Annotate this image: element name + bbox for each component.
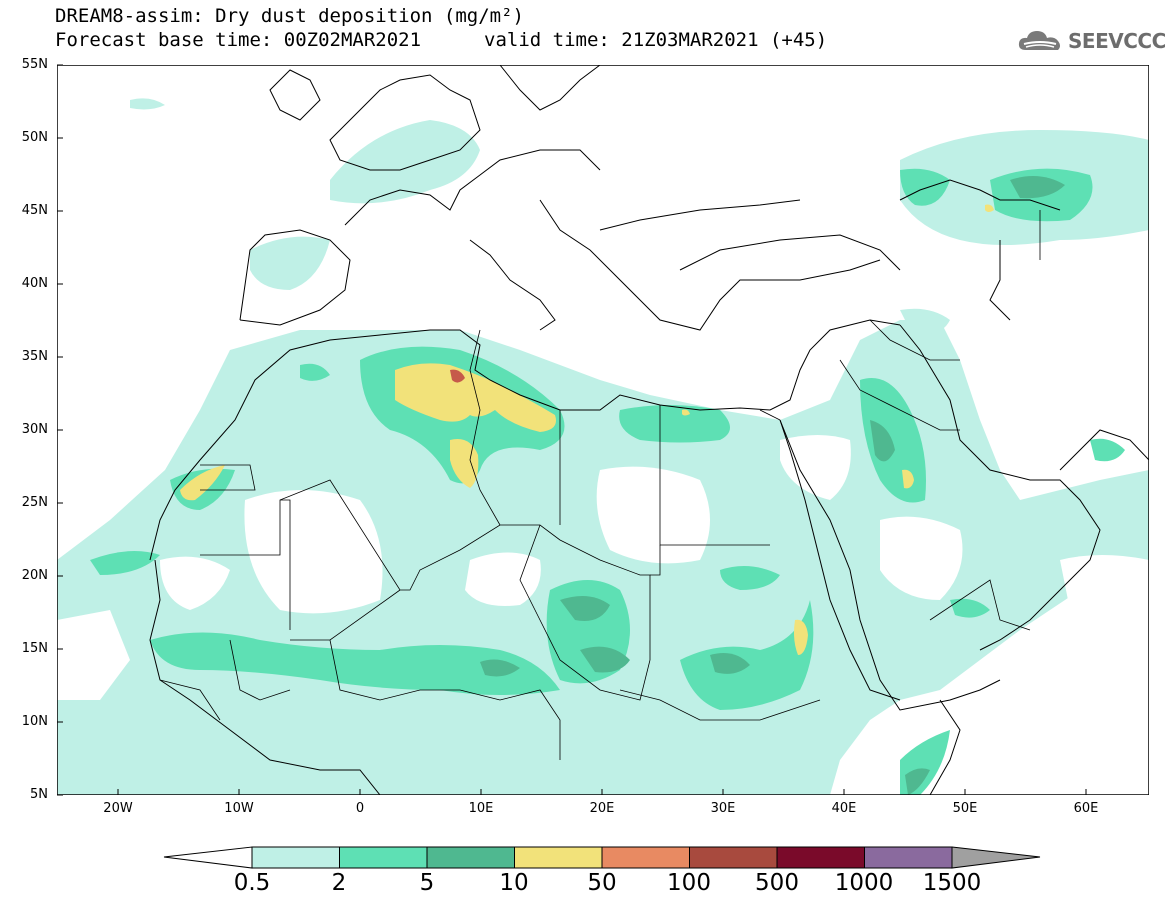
- dust-level-yellow: [180, 204, 994, 655]
- lon-label-10e: 10E: [468, 801, 494, 816]
- legend-label-50: 50: [587, 870, 617, 896]
- lon-label-0: 0: [355, 801, 365, 816]
- colorbar-box: [426, 846, 515, 869]
- colorbar-low-arrow: [163, 846, 253, 869]
- lat-label-40n: 40N: [21, 276, 48, 291]
- lat-label-10n: 10N: [21, 714, 48, 729]
- lat-label-15n: 15N: [21, 641, 48, 656]
- valid-time: valid time: 21Z03MAR2021 (+45): [484, 29, 828, 51]
- lon-label-60e: 60E: [1073, 801, 1099, 816]
- lat-label-5n: 5N: [30, 787, 48, 802]
- legend-label-0-5: 0.5: [233, 870, 271, 896]
- lon-label-20w: 20W: [103, 801, 133, 816]
- colorbar-box: [514, 846, 603, 869]
- forecast-base-time: Forecast base time: 00Z02MAR2021: [55, 29, 422, 51]
- legend-label-100: 100: [667, 870, 711, 896]
- colorbar-box: [864, 846, 953, 869]
- legend-label-5: 5: [419, 870, 435, 896]
- colorbar-box: [251, 846, 340, 869]
- lon-label-40e: 40E: [831, 801, 857, 816]
- dust-level-red: [450, 369, 465, 383]
- legend-label-10: 10: [499, 870, 529, 896]
- colorbar-box: [689, 846, 778, 869]
- colorbar-box: [339, 846, 428, 869]
- legend-label-1000: 1000: [834, 870, 894, 896]
- lat-label-35n: 35N: [21, 349, 48, 364]
- lat-label-30n: 30N: [21, 422, 48, 437]
- colorbar-high-arrow: [951, 846, 1041, 869]
- colorbar-box: [776, 846, 865, 869]
- lon-label-10w: 10W: [224, 801, 254, 816]
- colorbar-box: [601, 846, 690, 869]
- lon-label-50e: 50E: [952, 801, 978, 816]
- cloud-icon: [1018, 31, 1060, 50]
- lon-label-30e: 30E: [710, 801, 736, 816]
- logo-text: SEEVCCC: [1068, 29, 1165, 53]
- map-area: [57, 65, 1149, 795]
- axis-ticks: [57, 64, 1087, 796]
- lat-label-50n: 50N: [21, 130, 48, 145]
- legend-label-1500: 1500: [922, 870, 982, 896]
- map-title: DREAM8-assim: Dry dust deposition (mg/m²…: [55, 5, 524, 27]
- lat-label-25n: 25N: [21, 495, 48, 510]
- borders: [159, 210, 1041, 760]
- dust-level-dark: [480, 176, 1065, 795]
- lat-label-20n: 20N: [21, 568, 48, 583]
- seevccc-logo: SEEVCCC: [1016, 28, 1165, 54]
- dust-free-areas: [57, 435, 1149, 700]
- lat-label-55n: 55N: [21, 57, 48, 72]
- legend-label-2: 2: [331, 870, 347, 896]
- colorbar: [163, 846, 1041, 869]
- legend-label-500: 500: [755, 870, 799, 896]
- coastlines: [149, 65, 1149, 795]
- lon-label-20e: 20E: [589, 801, 615, 816]
- lat-label-45n: 45N: [21, 203, 48, 218]
